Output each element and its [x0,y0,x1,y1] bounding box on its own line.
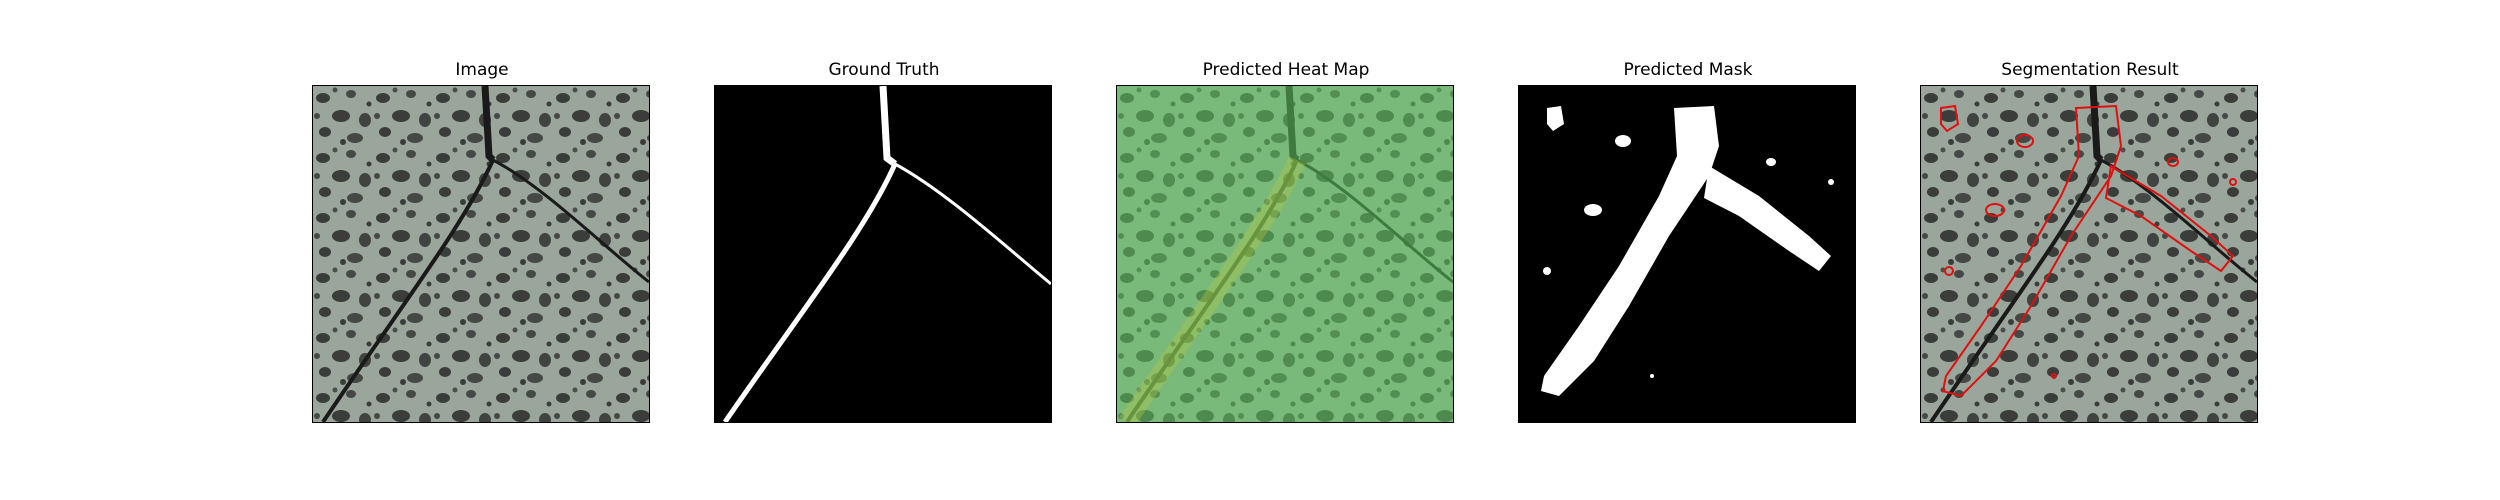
panel-title-predicted-mask: Predicted Mask [1623,60,1753,80]
panel-title-image: Image [455,60,509,80]
predicted-mask [1518,85,1856,423]
panel-segmentation-result: Segmentation Result [1920,0,2260,500]
panel-heat-map: Predicted Heat Map [1116,0,1456,500]
panel-image: Image [312,0,652,500]
ground-truth-mask [714,85,1052,423]
heat-map-image [1116,85,1454,423]
panel-predicted-mask: Predicted Mask [1518,0,1858,500]
panel-title-ground-truth: Ground Truth [828,60,940,80]
panel-title-heat-map: Predicted Heat Map [1202,60,1370,80]
panel-ground-truth: Ground Truth [714,0,1054,500]
leaf-image [312,85,650,423]
segmentation-result-image [1920,85,2258,423]
panel-title-segmentation-result: Segmentation Result [2001,60,2179,80]
